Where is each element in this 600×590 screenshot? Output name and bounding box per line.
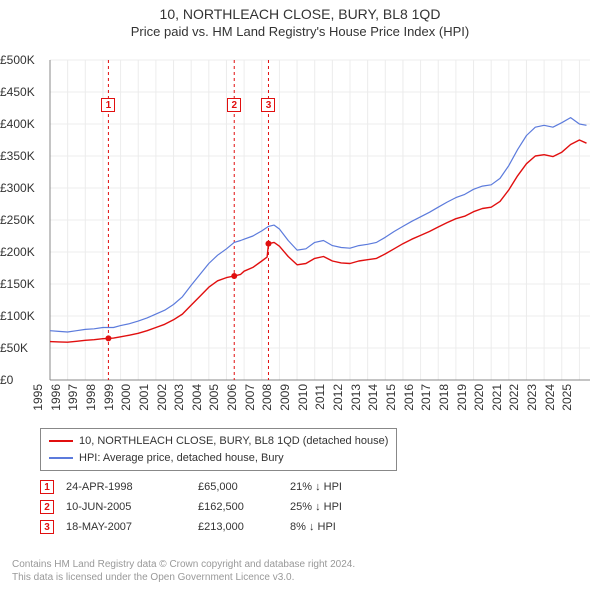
y-tick-label: £250K bbox=[0, 213, 44, 227]
event-marker: 3 bbox=[40, 520, 54, 534]
chart-region: £0£50K£100K£150K£200K£250K£300K£350K£400… bbox=[0, 50, 600, 420]
event-hpi-delta: 25% ↓ HPI bbox=[290, 501, 370, 513]
event-price: £65,000 bbox=[198, 481, 278, 493]
legend-item: HPI: Average price, detached house, Bury bbox=[49, 450, 388, 467]
attribution: Contains HM Land Registry data © Crown c… bbox=[12, 558, 355, 584]
event-hpi-delta: 8% ↓ HPI bbox=[290, 521, 370, 533]
y-tick-label: £100K bbox=[0, 309, 44, 323]
legend: 10, NORTHLEACH CLOSE, BURY, BL8 1QD (det… bbox=[40, 428, 397, 471]
event-marker: 2 bbox=[227, 98, 241, 112]
y-tick-label: £500K bbox=[0, 53, 44, 67]
y-tick-label: £50K bbox=[0, 341, 44, 355]
event-row: 3 18-MAY-2007 £213,000 8% ↓ HPI bbox=[40, 520, 370, 534]
figure-container: { "title": "10, NORTHLEACH CLOSE, BURY, … bbox=[0, 0, 600, 590]
event-date: 24-APR-1998 bbox=[66, 481, 186, 493]
event-date: 10-JUN-2005 bbox=[66, 501, 186, 513]
chart-subtitle: Price paid vs. HM Land Registry's House … bbox=[0, 24, 600, 39]
y-tick-label: £350K bbox=[0, 149, 44, 163]
legend-swatch bbox=[49, 440, 73, 442]
legend-item: 10, NORTHLEACH CLOSE, BURY, BL8 1QD (det… bbox=[49, 433, 388, 450]
event-date: 18-MAY-2007 bbox=[66, 521, 186, 533]
events-table: 1 24-APR-1998 £65,000 21% ↓ HPI 2 10-JUN-2005… bbox=[40, 474, 370, 534]
x-tick-label: 2025 bbox=[560, 384, 598, 411]
y-tick-label: £400K bbox=[0, 117, 44, 131]
event-row: 2 10-JUN-2005 £162,500 25% ↓ HPI bbox=[40, 500, 370, 514]
legend-swatch bbox=[49, 457, 73, 459]
event-row: 1 24-APR-1998 £65,000 21% ↓ HPI bbox=[40, 480, 370, 494]
event-marker: 1 bbox=[40, 480, 54, 494]
legend-label: HPI: Average price, detached house, Bury bbox=[79, 450, 284, 467]
chart-svg bbox=[0, 50, 600, 420]
y-tick-label: £150K bbox=[0, 277, 44, 291]
attribution-line: Contains HM Land Registry data © Crown c… bbox=[12, 558, 355, 571]
event-price: £213,000 bbox=[198, 521, 278, 533]
attribution-line: This data is licensed under the Open Gov… bbox=[12, 571, 355, 584]
y-tick-label: £450K bbox=[0, 85, 44, 99]
event-marker: 1 bbox=[101, 98, 115, 112]
event-price: £162,500 bbox=[198, 501, 278, 513]
y-tick-label: £200K bbox=[0, 245, 44, 259]
y-tick-label: £300K bbox=[0, 181, 44, 195]
event-hpi-delta: 21% ↓ HPI bbox=[290, 481, 370, 493]
event-marker: 2 bbox=[40, 500, 54, 514]
legend-label: 10, NORTHLEACH CLOSE, BURY, BL8 1QD (det… bbox=[79, 433, 388, 450]
event-marker: 3 bbox=[261, 98, 275, 112]
chart-title: 10, NORTHLEACH CLOSE, BURY, BL8 1QD bbox=[0, 0, 600, 22]
